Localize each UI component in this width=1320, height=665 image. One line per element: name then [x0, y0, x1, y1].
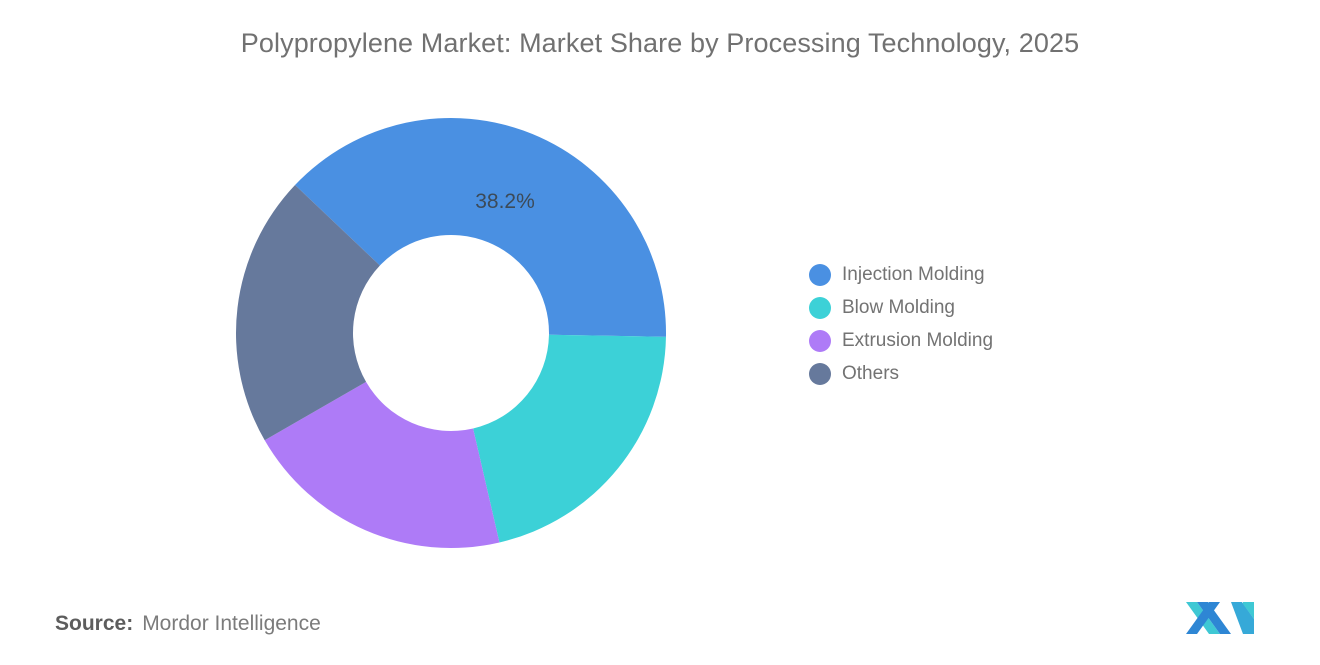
donut-chart: 38.2% [235, 117, 666, 548]
legend-swatch-icon [809, 263, 831, 286]
source-label: Source: [55, 612, 134, 635]
legend-item-extrusion-molding[interactable]: Extrusion Molding [809, 324, 1109, 357]
legend-item-label: Extrusion Molding [842, 330, 994, 351]
logo-svg [1186, 602, 1254, 634]
donut-slice-extrusion-molding[interactable] [264, 381, 500, 548]
legend-swatch-icon [809, 296, 831, 319]
slice-data-label-injection-molding: 38.2% [475, 190, 535, 213]
legend-item-blow-molding[interactable]: Blow Molding [809, 291, 1109, 324]
legend-item-others[interactable]: Others [809, 357, 1109, 390]
legend-swatch-icon [809, 329, 831, 352]
mordor-intelligence-logo-icon [1186, 598, 1254, 638]
legend-item-injection-molding[interactable]: Injection Molding [809, 258, 1109, 291]
source-value: Mordor Intelligence [142, 612, 321, 635]
legend-item-label: Others [842, 363, 900, 384]
legend-item-label: Blow Molding [842, 297, 955, 318]
donut-slice-others[interactable] [235, 185, 380, 441]
chart-title: Polypropylene Market: Market Share by Pr… [240, 28, 1080, 58]
donut-slice-injection-molding[interactable] [295, 117, 666, 337]
chart-legend: Injection Molding Blow Molding Extrusion… [809, 258, 1109, 390]
donut-slice-blow-molding[interactable] [473, 334, 666, 543]
legend-item-label: Injection Molding [842, 264, 985, 285]
donut-chart-svg: 38.2% [235, 117, 666, 548]
legend-swatch-icon [809, 362, 831, 385]
source-line: Source: Mordor Intelligence [55, 612, 321, 636]
donut-slice-group [235, 117, 666, 548]
